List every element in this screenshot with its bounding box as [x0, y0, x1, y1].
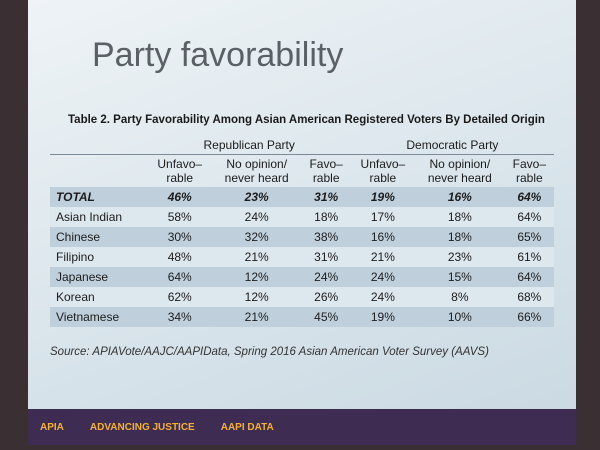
row-label: Japanese — [56, 270, 109, 284]
table-cell: 61% — [517, 250, 542, 264]
table-cell: 19% — [370, 190, 395, 204]
table-cell: 10% — [447, 310, 472, 324]
column-header: Unfavo– rable — [351, 155, 415, 188]
group-header-row: Republican Party Democratic Party — [50, 136, 554, 155]
column-header: Favo– rable — [505, 155, 554, 188]
column-header-line: never heard — [224, 171, 289, 185]
row-label: Korean — [56, 290, 95, 304]
column-header: No opinion/never heard — [212, 155, 302, 188]
column-header-line: Unfavo– — [360, 157, 406, 171]
footer-logo: AAPI DATA — [220, 421, 274, 433]
table-cell: 30% — [167, 230, 192, 244]
footer-logo: APIA — [40, 421, 64, 433]
table-cell: 24% — [370, 270, 395, 284]
table-cell: 15% — [447, 270, 472, 284]
column-header-line: never heard — [427, 171, 492, 185]
column-header: Unfavo– rable — [148, 155, 212, 188]
table-cell: 16% — [447, 190, 472, 204]
column-header-line: Favo– — [512, 157, 547, 171]
footer-logo: ADVANCING JUSTICE — [89, 421, 195, 433]
column-header: Favo– rable — [302, 155, 351, 188]
table-cell: 26% — [314, 290, 339, 304]
table-cell: 64% — [517, 270, 542, 284]
group-header: Democratic Party — [350, 136, 554, 155]
table-cell: 17% — [370, 210, 395, 224]
table-cell: 18% — [314, 210, 339, 224]
table-cell: 64% — [517, 190, 542, 204]
table-cell: 64% — [517, 210, 542, 224]
table-row: Korean 62% 12% 26% 24% 8% 68% — [50, 287, 554, 307]
blank-cell — [50, 136, 148, 155]
table-cell: 31% — [314, 250, 339, 264]
table: Republican Party Democratic Party Unfavo– r… — [50, 136, 554, 327]
source-note: Source: APIAVote/AAJC/AAPIData, Spring 2… — [50, 346, 489, 358]
table-cell: 18% — [447, 210, 472, 224]
table-row: TOTAL 46% 23% 31% 19% 16% 64% — [50, 187, 554, 207]
table-cell: 65% — [517, 230, 542, 244]
column-header-line: rable — [166, 171, 194, 185]
table-row: Asian Indian 58% 24% 18% 17% 18% 64% — [50, 207, 554, 227]
column-header-line: rable — [369, 171, 397, 185]
table-cell: 68% — [517, 290, 542, 304]
column-header-row: Unfavo– rable No opinion/never heard Favo– r… — [50, 155, 554, 188]
table-cell: 18% — [447, 230, 472, 244]
column-header-line: No opinion/ — [226, 157, 288, 171]
table-cell: 21% — [244, 250, 269, 264]
table-cell: 16% — [370, 230, 395, 244]
column-header-line: rable — [312, 171, 340, 185]
table-cell: 38% — [314, 230, 339, 244]
table-cell: 34% — [167, 310, 192, 324]
table-row: Chinese 30% 32% 38% 16% 18% 65% — [50, 227, 554, 247]
column-header: No opinion/never heard — [415, 155, 505, 188]
row-label: TOTAL — [56, 190, 95, 204]
table-cell: 32% — [244, 230, 269, 244]
table-cell: 21% — [244, 310, 269, 324]
table-cell: 46% — [167, 190, 192, 204]
table-cell: 12% — [244, 270, 269, 284]
slide-title: Party favorability — [92, 36, 344, 74]
footer: APIA ADVANCING JUSTICE AAPI DATA — [28, 409, 576, 445]
table-cell: 21% — [370, 250, 395, 264]
slide: Party favorability Table 2. Party Favora… — [28, 0, 576, 445]
table-cell: 19% — [370, 310, 395, 324]
table-cell: 24% — [370, 290, 395, 304]
table-cell: 31% — [314, 190, 339, 204]
table-cell: 8% — [451, 290, 469, 304]
group-header: Republican Party — [147, 136, 351, 155]
table-cell: 24% — [314, 270, 339, 284]
table-row: Filipino 48% 21% 31% 21% 23% 61% — [50, 247, 554, 267]
table-caption: Table 2. Party Favorability Among Asian … — [68, 114, 545, 126]
table-cell: 64% — [167, 270, 192, 284]
column-header-line: Unfavo– — [157, 157, 203, 171]
table-cell: 48% — [167, 250, 192, 264]
table-row: Japanese 64% 12% 24% 24% 15% 64% — [50, 267, 554, 287]
table-cell: 23% — [244, 190, 269, 204]
table-cell: 24% — [244, 210, 269, 224]
table-row: Vietnamese 34% 21% 45% 19% 10% 66% — [50, 307, 554, 327]
blank-cell — [50, 155, 148, 188]
table-cell: 66% — [517, 310, 542, 324]
table-cell: 12% — [244, 290, 269, 304]
row-label: Asian Indian — [56, 210, 123, 224]
column-header-line: Favo– — [309, 157, 343, 171]
column-header-line: No opinion/ — [429, 157, 491, 171]
row-label: Chinese — [56, 230, 101, 244]
table-cell: 58% — [167, 210, 192, 224]
table-cell: 45% — [314, 310, 339, 324]
row-label: Filipino — [56, 250, 95, 264]
table-cell: 62% — [167, 290, 192, 304]
column-header-line: rable — [516, 171, 543, 185]
table-cell: 23% — [447, 250, 472, 264]
row-label: Vietnamese — [56, 310, 120, 324]
